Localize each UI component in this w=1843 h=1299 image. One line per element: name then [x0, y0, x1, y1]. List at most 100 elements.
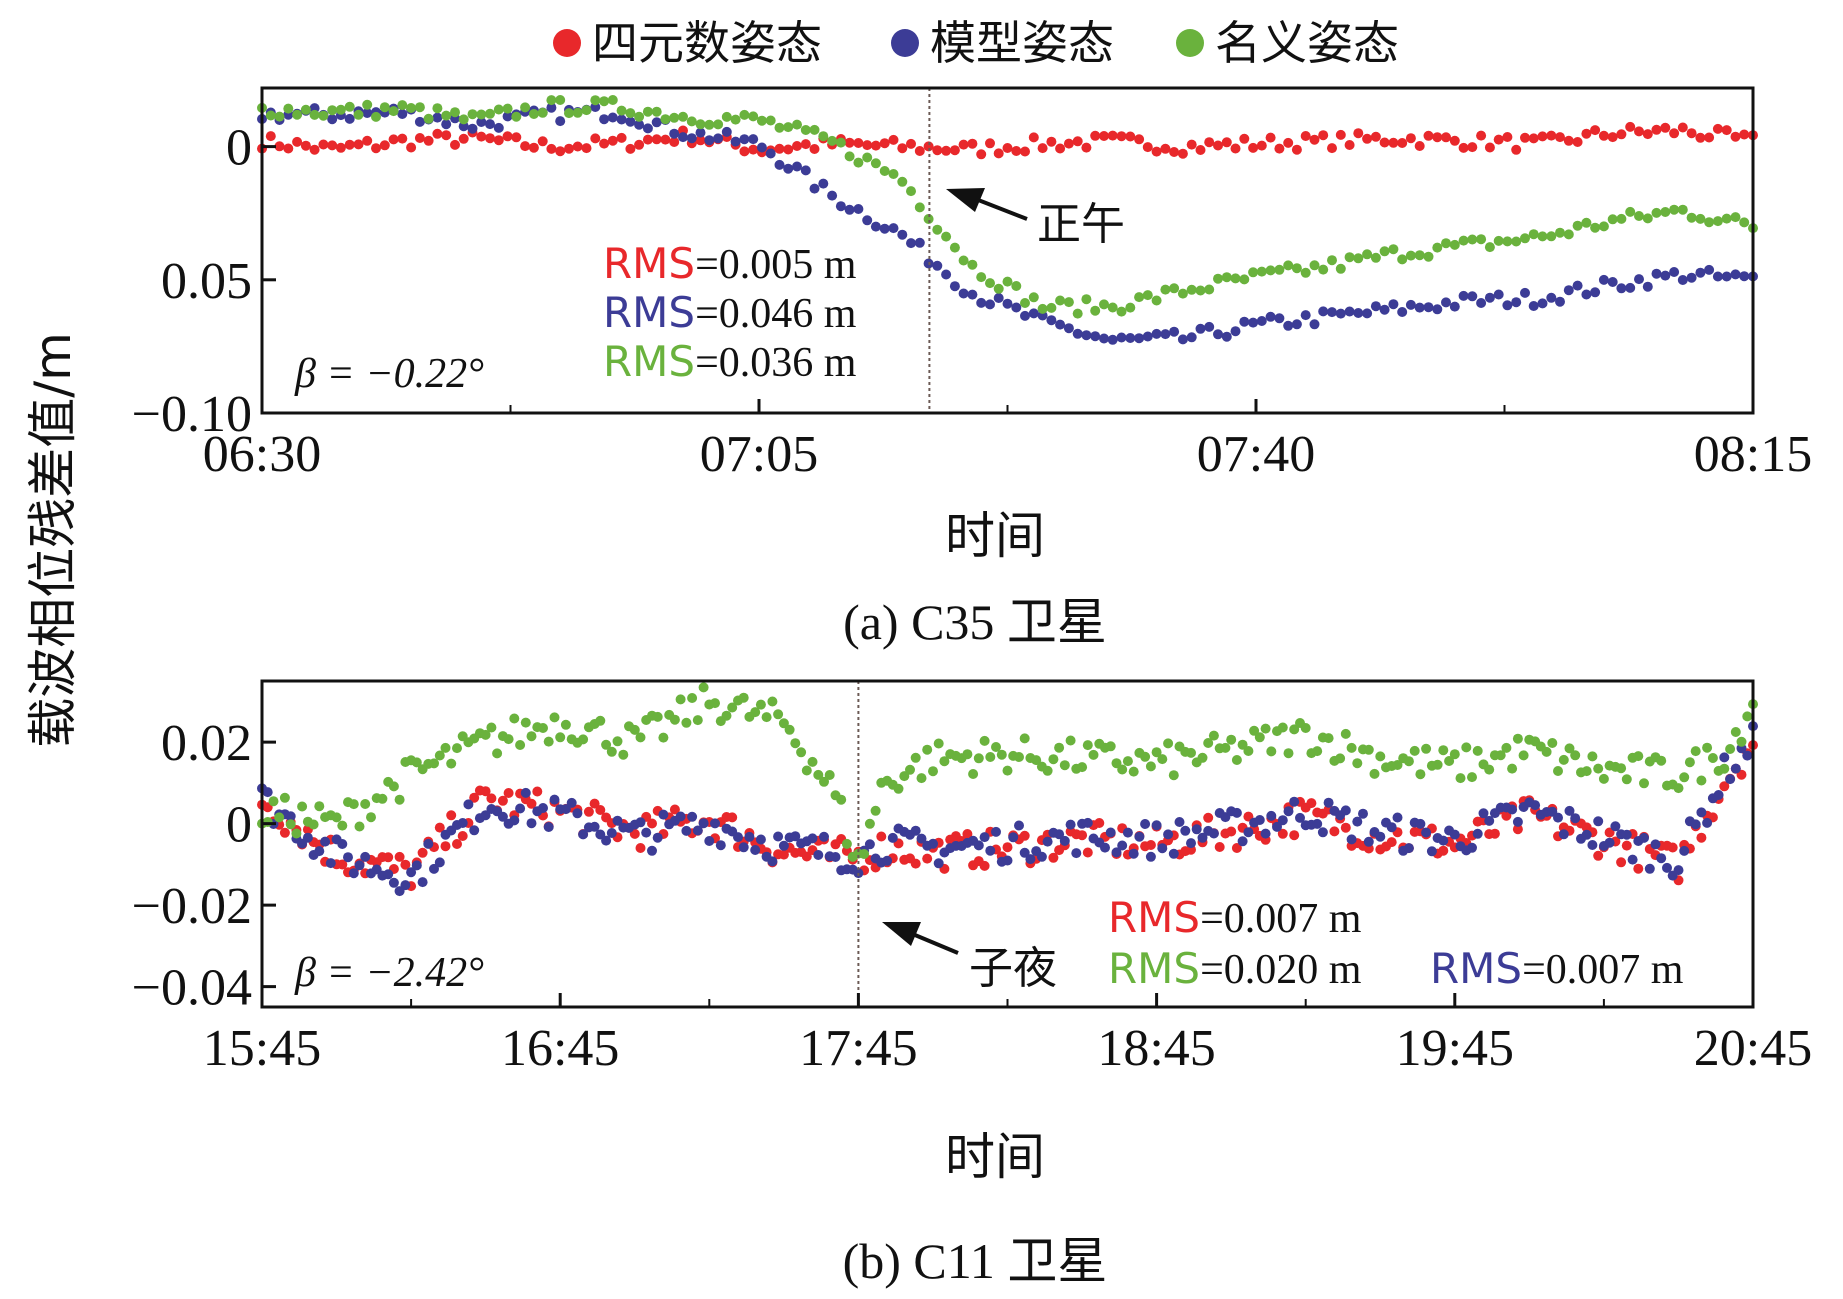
data-point-nominal: [1467, 234, 1478, 245]
data-point-quaternion: [669, 804, 680, 815]
data-point-model: [601, 835, 612, 846]
data-point-nominal: [698, 682, 709, 693]
data-point-nominal: [652, 711, 663, 722]
data-point-nominal: [283, 103, 294, 114]
data-point-quaternion: [1289, 830, 1300, 841]
data-point-model: [800, 165, 811, 176]
data-point-nominal: [928, 766, 938, 777]
data-point-quaternion: [1063, 138, 1074, 149]
data-point-nominal: [818, 131, 829, 142]
data-point-nominal: [1072, 308, 1083, 319]
data-point-model: [1472, 828, 1483, 839]
data-point-nominal: [910, 752, 921, 763]
data-point-nominal: [274, 812, 285, 823]
data-point-model: [1712, 271, 1723, 282]
data-point-nominal: [485, 108, 495, 119]
data-point-model: [1186, 332, 1197, 343]
data-point-model: [1415, 818, 1426, 829]
data-point-quaternion: [537, 136, 548, 147]
data-point-model: [1107, 334, 1118, 345]
data-point-quaternion: [1327, 143, 1337, 154]
data-point-nominal: [1507, 763, 1518, 774]
data-point-model: [1590, 287, 1601, 298]
data-point-model: [1673, 865, 1684, 876]
data-point-model: [767, 856, 778, 867]
data-point-nominal: [590, 95, 601, 106]
legend: 四元数姿态 模型姿态 名义姿态: [553, 16, 1399, 70]
data-point-nominal: [450, 107, 460, 118]
data-point-quaternion: [976, 149, 987, 160]
data-point-nominal: [1642, 213, 1653, 224]
data-point-nominal: [274, 111, 285, 122]
data-point-model: [434, 857, 445, 868]
data-point-nominal: [1163, 738, 1174, 749]
data-point-nominal: [864, 818, 875, 829]
data-point-nominal: [783, 122, 794, 133]
data-point-quaternion: [502, 131, 513, 142]
data-point-model: [1719, 752, 1730, 763]
data-point-nominal: [1231, 755, 1242, 765]
data-point-nominal: [1197, 752, 1208, 763]
data-point-quaternion: [599, 138, 610, 149]
data-point-quaternion: [1037, 143, 1048, 154]
rms-b-nominal: RMS=0.020 m: [1108, 944, 1362, 993]
panel-a-beta-label: β = −0.22°: [294, 351, 484, 397]
data-point-nominal: [1168, 770, 1179, 781]
data-point-nominal: [344, 101, 355, 112]
data-point-quaternion: [1283, 137, 1294, 148]
data-point-model: [1042, 836, 1053, 847]
rms-b-model-value: =0.007 m: [1522, 947, 1684, 993]
data-point-model: [675, 811, 686, 822]
data-point-nominal: [578, 734, 589, 745]
data-point-nominal: [870, 158, 881, 169]
data-point-model: [1266, 810, 1277, 821]
data-point-quaternion: [1002, 143, 1013, 153]
data-point-nominal: [905, 764, 915, 775]
data-point-quaternion: [1329, 826, 1340, 837]
data-point-nominal: [1633, 751, 1644, 762]
data-point-model: [1312, 818, 1323, 829]
data-point-model: [641, 827, 652, 838]
data-point-quaternion: [441, 130, 452, 141]
data-point-model: [1458, 290, 1469, 301]
data-point-nominal: [906, 186, 916, 197]
data-point-nominal: [985, 752, 996, 762]
data-point-nominal: [1283, 748, 1294, 759]
data-point-quaternion: [993, 148, 1004, 159]
data-point-nominal: [629, 724, 640, 735]
data-point-quaternion: [1467, 142, 1478, 153]
data-point-quaternion: [1353, 128, 1364, 139]
panel-a: 06:30 07:05 07:40 08:15 00.05−0.10 正午 RMS=0…: [132, 86, 1812, 650]
data-point-model: [1421, 827, 1432, 838]
data-point-model: [467, 123, 478, 134]
data-point-model: [1122, 827, 1133, 838]
data-point-nominal: [1125, 302, 1136, 313]
data-point-model: [1558, 829, 1569, 840]
data-point-model: [1291, 319, 1302, 330]
data-point-nominal: [1291, 263, 1302, 274]
data-point-quaternion: [595, 805, 606, 815]
data-point-nominal: [423, 113, 434, 124]
data-point-quaternion: [727, 812, 738, 823]
data-point-nominal: [377, 793, 388, 804]
data-point-nominal: [973, 753, 984, 764]
data-point-nominal: [1346, 742, 1357, 753]
data-point-quaternion: [1621, 840, 1632, 851]
data-point-nominal: [1679, 772, 1690, 783]
data-point-model: [1169, 326, 1180, 337]
data-point-quaternion: [1476, 130, 1487, 141]
data-point-model: [870, 221, 881, 232]
data-point-model: [1272, 821, 1282, 832]
series-model: [257, 721, 1758, 897]
data-point-quaternion: [941, 145, 952, 156]
data-point-nominal: [1528, 229, 1539, 240]
data-point-nominal: [1476, 234, 1487, 245]
data-point-nominal: [1388, 244, 1399, 255]
rms-a-quaternion: RMS=0.005 m: [603, 239, 857, 288]
data-point-model: [1616, 283, 1627, 294]
data-point-nominal: [1669, 204, 1680, 215]
data-point-quaternion: [406, 142, 417, 153]
data-point-model: [897, 229, 908, 240]
data-point-nominal: [1634, 211, 1644, 221]
panel-b-x-ticks: 15:45 16:45 17:45 18:45 19:45 20:45: [203, 993, 1812, 1077]
